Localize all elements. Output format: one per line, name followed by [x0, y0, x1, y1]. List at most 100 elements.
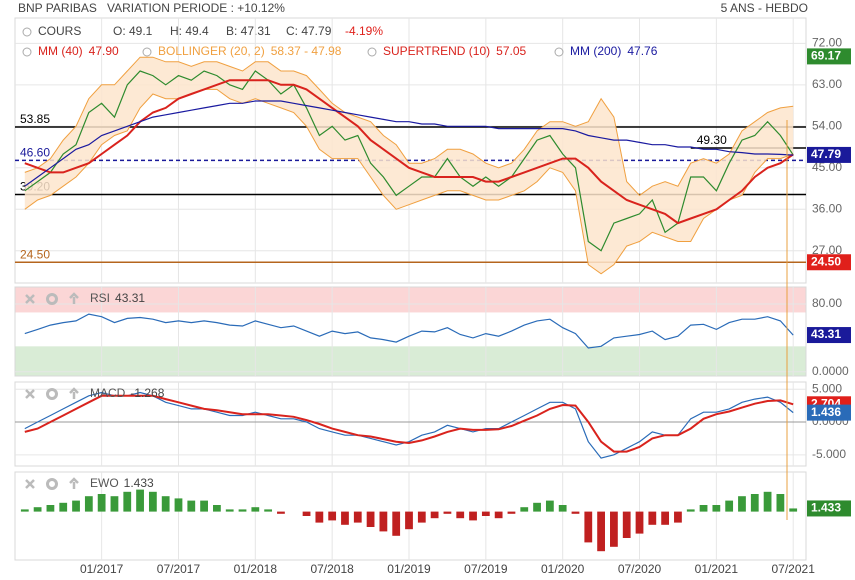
- bar: [481, 511, 490, 516]
- legend-value: 47.90: [89, 44, 119, 58]
- bar: [597, 511, 605, 552]
- move-icon: [69, 292, 79, 304]
- series-line: [24, 79, 794, 225]
- bar: [161, 496, 170, 512]
- series-line: [24, 394, 794, 453]
- legend-icon: [142, 47, 152, 57]
- y-tick-label: 0.0000: [812, 364, 849, 378]
- bar: [494, 511, 503, 519]
- panel-frame: [14, 471, 807, 561]
- price-tag: [807, 254, 851, 271]
- bar: [123, 491, 132, 512]
- level-label: 46.60: [20, 146, 50, 160]
- bar: [789, 508, 798, 512]
- bar: [686, 509, 695, 512]
- price-tag-label: 47.79: [811, 147, 841, 161]
- remove-icon: [25, 389, 35, 399]
- period-variation: VARIATION PERIODE : +10.12%: [107, 1, 285, 15]
- settings-icon: [46, 388, 58, 400]
- bar: [33, 507, 42, 512]
- band-upper: [24, 56, 794, 197]
- period-setting[interactable]: 5 ANS - HEBDO: [721, 1, 808, 15]
- bar: [84, 496, 93, 512]
- y-tick-label: 54.00: [812, 118, 842, 132]
- bar: [661, 511, 670, 525]
- level-label: 53.85: [20, 112, 50, 126]
- price-tag: [807, 48, 851, 65]
- band-area: [24, 57, 794, 274]
- price-tag-label: 1.436: [811, 405, 841, 419]
- bar: [533, 502, 541, 512]
- bar: [725, 500, 734, 512]
- bar: [392, 511, 401, 536]
- bar: [277, 511, 285, 514]
- quote-close: C: 47.79: [286, 24, 332, 38]
- bar: [571, 511, 580, 514]
- bar: [315, 511, 324, 523]
- legend-name: COURS: [38, 24, 81, 38]
- legend-value: 47.76: [627, 44, 657, 58]
- legend-value: 58.37 - 47.98: [271, 44, 342, 58]
- quote-change: -4.19%: [345, 24, 383, 38]
- bar: [405, 511, 413, 530]
- bar: [622, 511, 631, 538]
- indicator-value: 43.31: [115, 291, 145, 305]
- bar: [699, 505, 708, 512]
- y-tick-label: 5.000: [812, 381, 842, 395]
- price-tag: [807, 404, 851, 421]
- quote-high: H: 49.4: [170, 24, 209, 38]
- bar: [328, 511, 337, 521]
- bar: [302, 511, 311, 516]
- remove-icon: [25, 294, 35, 304]
- legend-name: SUPERTREND (10): [383, 44, 490, 58]
- panel-frame: [14, 381, 807, 467]
- bar: [750, 494, 759, 512]
- x-tick-label: 01/2018: [234, 562, 278, 576]
- indicator-value: -1.268: [130, 386, 164, 400]
- y-tick-label: -5.000: [812, 447, 846, 461]
- bar: [174, 498, 183, 512]
- legend-icon: [367, 47, 377, 57]
- legend-name: BOLLINGER (20, 2): [158, 44, 265, 58]
- legend-value: 57.05: [496, 44, 526, 58]
- indicator-name: MACD: [90, 386, 126, 400]
- settings-icon: [46, 478, 58, 490]
- y-tick-label: 36.00: [812, 201, 842, 215]
- x-tick-label: 01/2017: [80, 562, 124, 576]
- bar: [469, 511, 477, 521]
- bar: [110, 496, 119, 512]
- legend-name: MM (200): [570, 44, 621, 58]
- price-tag-label: 69.17: [811, 49, 841, 63]
- remove-icon: [25, 479, 35, 489]
- zone: [15, 287, 806, 313]
- instrument-name: BNP PARIBAS: [18, 1, 97, 15]
- x-tick-label: 07/2019: [464, 562, 508, 576]
- x-tick-label: 07/2018: [310, 562, 354, 576]
- move-icon: [69, 477, 79, 489]
- indicator-value: 1.433: [124, 476, 154, 490]
- series-line: [24, 100, 794, 187]
- legend-icon: [22, 47, 32, 57]
- move-icon: [69, 387, 79, 399]
- panel-frame: [14, 17, 807, 284]
- legend-icon: [22, 27, 32, 37]
- bar: [545, 500, 554, 512]
- bar: [430, 511, 439, 519]
- indicator-name: EWO: [90, 476, 119, 490]
- price-tag-label: 1.433: [811, 501, 841, 515]
- legend-name: MM (40): [38, 44, 83, 58]
- series-line: [24, 70, 794, 252]
- bar: [97, 494, 106, 512]
- bar: [225, 509, 234, 512]
- price-tag: [807, 327, 851, 344]
- x-tick-label: 01/2021: [695, 562, 739, 576]
- bar: [251, 507, 260, 512]
- bar: [20, 509, 29, 512]
- price-tag-label: 43.31: [811, 327, 841, 341]
- bar: [738, 496, 746, 512]
- x-tick-label: 01/2020: [541, 562, 585, 576]
- bar: [264, 509, 273, 512]
- y-tick-label: 45.00: [812, 160, 842, 174]
- bar: [213, 505, 221, 512]
